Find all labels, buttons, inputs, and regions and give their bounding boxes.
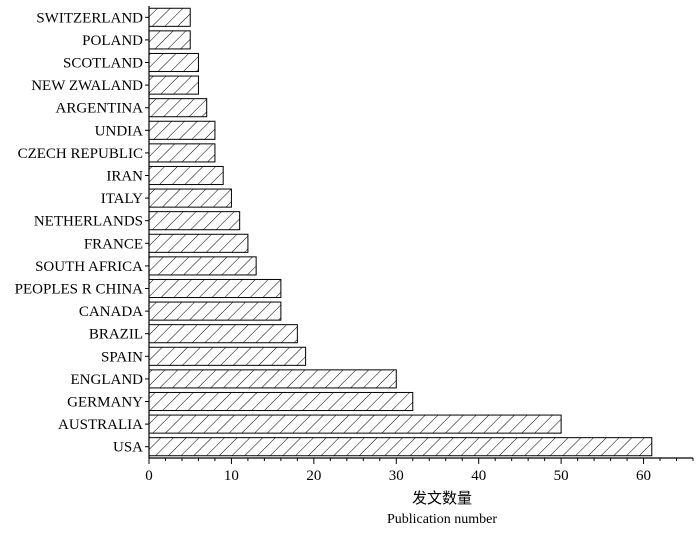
- x-tick-label: 60: [636, 468, 651, 484]
- x-axis: 0 10 20 30 40 50 60: [145, 6, 694, 484]
- category-labels: USA AUSTRALIA GERMANY ENGLAND SPAIN BRAZIL CAN…: [15, 10, 144, 455]
- category-label: SOUTH AFRICA: [35, 259, 143, 275]
- bar-south-africa: [148, 256, 257, 276]
- category-label: ENGLAND: [71, 372, 144, 388]
- bar-undia: [148, 120, 216, 140]
- category-label: CZECH REPUBLIC: [18, 146, 143, 162]
- category-label: PEOPLES R CHINA: [15, 282, 144, 298]
- category-label: BRAZIL: [89, 327, 143, 343]
- x-tick-label: 0: [145, 468, 153, 484]
- x-tick-label: 10: [224, 468, 239, 484]
- bar-france: [148, 233, 249, 253]
- category-label: SPAIN: [101, 349, 143, 365]
- bar-poland: [148, 30, 191, 50]
- x-axis-title-english: Publication number: [387, 512, 497, 527]
- bar-brazil: [148, 324, 298, 344]
- bar-peoples-r-china: [148, 278, 282, 299]
- bar-switzerland: [148, 7, 191, 27]
- category-label: CANADA: [79, 304, 143, 320]
- category-label: UNDIA: [95, 123, 143, 139]
- bar-canada: [148, 301, 282, 321]
- x-tick-label: 20: [306, 468, 321, 484]
- category-label: SCOTLAND: [63, 56, 143, 72]
- category-label: NEW ZWALAND: [31, 78, 143, 94]
- bar-italy: [148, 188, 232, 208]
- x-tick-label: 50: [554, 468, 569, 484]
- category-label: USA: [113, 440, 143, 456]
- category-label: ITALY: [101, 191, 143, 207]
- bar-czech-republic: [148, 143, 216, 163]
- bar-usa: [148, 437, 653, 457]
- x-tick-label: 30: [389, 468, 404, 484]
- bar-scotland: [148, 52, 199, 73]
- category-label: GERMANY: [67, 395, 143, 411]
- bar-germany: [148, 391, 414, 412]
- category-label: NETHERLANDS: [34, 214, 143, 230]
- bars-layer: [148, 7, 653, 457]
- bar-argentina: [148, 98, 208, 118]
- bar-england: [148, 369, 397, 389]
- x-tick-label: 40: [471, 468, 486, 484]
- category-label: SWITZERLAND: [36, 10, 143, 26]
- category-label: POLAND: [82, 33, 143, 49]
- bar-australia: [148, 414, 562, 434]
- bar-netherlands: [148, 211, 241, 231]
- bar-iran: [148, 165, 224, 186]
- category-label: AUSTRALIA: [58, 417, 143, 433]
- x-axis-title: 发文数量: [412, 490, 472, 507]
- bar-spain: [148, 346, 307, 366]
- bar-new-zwaland: [148, 75, 199, 95]
- category-label: ARGENTINA: [56, 101, 144, 117]
- category-label: FRANCE: [84, 236, 143, 252]
- category-label: IRAN: [106, 169, 143, 185]
